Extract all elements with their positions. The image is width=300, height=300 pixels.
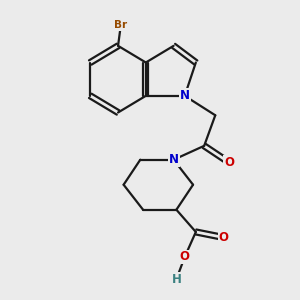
Text: O: O <box>219 231 229 244</box>
Text: O: O <box>224 156 234 169</box>
Text: Br: Br <box>114 20 128 30</box>
Text: N: N <box>180 89 190 102</box>
Text: H: H <box>172 273 181 286</box>
Text: O: O <box>180 250 190 263</box>
Text: N: N <box>169 153 178 166</box>
